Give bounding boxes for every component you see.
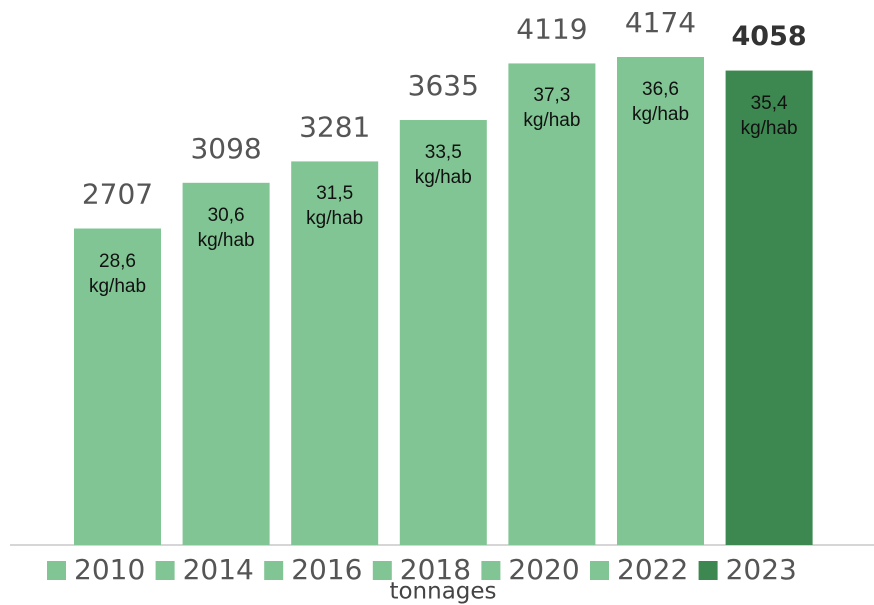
per-capita-label: 37,3 kg/hab: [523, 85, 581, 132]
x-axis-label: tonnages: [389, 579, 496, 605]
per-capita-label: 28,6 kg/hab: [88, 250, 147, 297]
legend-label: 2022: [617, 553, 688, 586]
legend-label: 2016: [291, 553, 362, 586]
bar: [74, 228, 161, 545]
value-label: 3635: [408, 69, 479, 102]
per-capita-label: 36,6 kg/hab: [631, 79, 690, 125]
legend-swatch: [590, 561, 609, 580]
legend-swatch: [698, 561, 718, 580]
bar: [182, 182, 270, 545]
legend-label: 2023: [726, 553, 797, 586]
value-label: 2707: [82, 178, 153, 211]
value-label: 3281: [299, 110, 370, 143]
per-capita-label: 31,5 kg/hab: [306, 183, 364, 230]
per-capita-label: 30,6 kg/hab: [197, 204, 255, 251]
bar: [508, 63, 596, 545]
legend-label: 2014: [183, 553, 254, 586]
value-label: 4058: [732, 21, 807, 52]
legend-swatch: [155, 561, 175, 580]
legend-label: 2010: [74, 553, 145, 586]
value-label: 4119: [516, 12, 587, 45]
legend-swatch: [264, 561, 284, 580]
bar: [617, 57, 704, 545]
bar: [399, 120, 487, 545]
legend-label: 2020: [508, 553, 579, 586]
legend-swatch: [481, 561, 501, 580]
value-label: 3098: [190, 132, 261, 165]
legend-swatch: [47, 561, 66, 580]
per-capita-label: 33,5 kg/hab: [414, 142, 472, 189]
legend-swatch: [372, 561, 392, 580]
bar: [725, 70, 813, 546]
value-label: 4174: [625, 6, 696, 39]
bar: [291, 161, 379, 545]
legend-label: 2018: [400, 553, 471, 586]
per-capita-label: 35,4 kg/hab: [740, 92, 798, 139]
